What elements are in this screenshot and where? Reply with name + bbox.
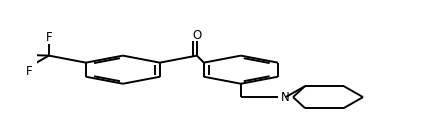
Text: N: N — [281, 91, 290, 104]
Text: F: F — [25, 66, 32, 79]
Text: O: O — [192, 29, 202, 42]
Text: F: F — [45, 31, 52, 44]
